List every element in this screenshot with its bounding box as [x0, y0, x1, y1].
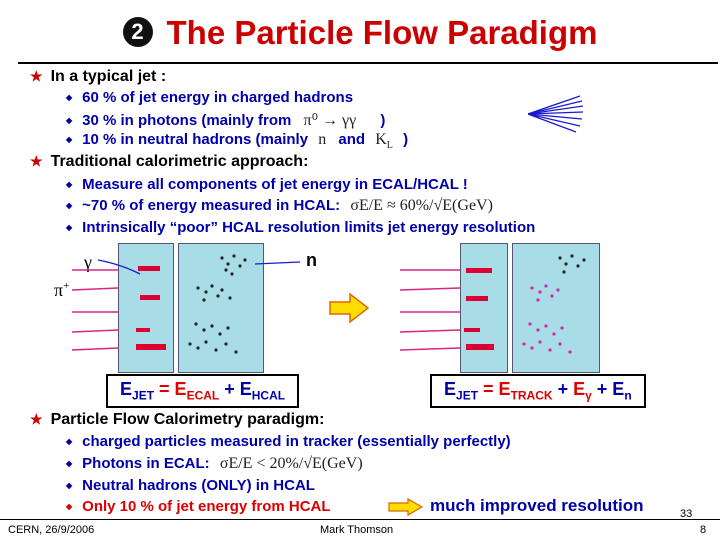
section1-item-3-and: and: [338, 131, 366, 148]
kaon-math: KL: [375, 131, 393, 152]
section3-item-4-text: Only 10 % of jet energy from HCAL: [82, 498, 331, 515]
section2-item-2: ◆ ~70 % of energy measured in HCAL: σE/E …: [66, 197, 493, 215]
ecal-panel-left: [118, 243, 174, 373]
section1-heading: ★ In a typical jet :: [30, 68, 166, 86]
slide-number: 33: [680, 508, 693, 520]
formula-traditional: EJET = EECAL + EHCAL: [106, 374, 300, 408]
title-divider: [18, 62, 718, 64]
jet-lines-icon: [528, 95, 584, 133]
pi0-decay-math: π⁰ → γγ: [303, 112, 357, 129]
section1-item-3-close: ): [403, 131, 409, 148]
section2-heading: ★ Traditional calorimetric approach:: [30, 153, 308, 171]
section3-heading: ★ Particle Flow Calorimetry paradigm:: [30, 411, 324, 429]
section3-item-1: ◆ charged particles measured in tracker (…: [66, 433, 511, 450]
neutron-math: n: [318, 131, 327, 148]
section2-item-1-text: Measure all components of jet energy in …: [82, 176, 468, 193]
section1-item-2-text: 30 % in photons (mainly from: [82, 112, 292, 129]
section1-item-3: ◆ 10 % in neutral hadrons (mainly n and K…: [66, 131, 408, 151]
section3-item-3-text: Neutral hadrons (ONLY) in HCAL: [82, 477, 315, 494]
title-number-badge: 2: [122, 17, 153, 47]
hcal-panel-right: [512, 243, 600, 373]
diamond-bullet-icon: ◆: [66, 116, 73, 125]
section3-item-2-text: Photons in ECAL:: [82, 455, 210, 472]
section1-item-3-text: 10 % in neutral hadrons (mainly: [82, 131, 309, 148]
section3-item-3: ◆ Neutral hadrons (ONLY) in HCAL: [66, 477, 315, 494]
hcal-panel-left: [178, 243, 264, 373]
section3-heading-text: Particle Flow Calorimetry paradigm:: [50, 411, 325, 428]
section3-item-2: ◆ Photons in ECAL: σE/E < 20%/√E(GeV): [66, 455, 363, 473]
section1-heading-text: In a typical jet :: [50, 68, 167, 85]
gamma-label: γ: [84, 252, 92, 272]
neutron-label: n: [306, 250, 317, 270]
section1-item-2-close: ): [380, 112, 386, 129]
footer-divider: [0, 519, 720, 520]
section2-item-3: ◆ Intrinsically “poor” HCAL resolution li…: [66, 219, 535, 236]
section1-item-1-text: 60 % of jet energy in charged hadrons: [82, 89, 354, 106]
diamond-bullet-icon: ◆: [66, 93, 73, 102]
diamond-bullet-icon: ◆: [66, 459, 73, 468]
diamond-bullet-icon: ◆: [66, 201, 73, 210]
star-bullet-icon: ★: [30, 68, 43, 84]
diamond-bullet-icon: ◆: [66, 437, 73, 446]
diamond-bullet-icon: ◆: [66, 180, 73, 189]
footer-center: Mark Thomson: [320, 524, 394, 536]
ecal-panel-right: [460, 243, 508, 373]
section2-item-2-text: ~70 % of energy measured in HCAL:: [82, 197, 341, 214]
diamond-bullet-icon: ◆: [66, 223, 73, 232]
section1-item-1: ◆ 60 % of jet energy in charged hadrons: [66, 89, 353, 106]
section2-item-3-text: Intrinsically “poor” HCAL resolution lim…: [82, 219, 536, 236]
diamond-bullet-icon: ◆: [66, 502, 73, 511]
conclusion-text: much improved resolution: [430, 496, 644, 515]
section3-item-1-text: charged particles measured in tracker (e…: [82, 433, 511, 450]
hcal-resolution-math: σE/E ≈ 60%/√E(GeV): [350, 197, 493, 214]
section1-item-2: ◆ 30 % in photons (mainly from π⁰ → γγ ): [66, 110, 385, 130]
particle-tracks-diagram: [71, 254, 586, 354]
star-bullet-icon: ★: [30, 153, 43, 169]
section2-item-1: ◆ Measure all components of jet energy in…: [66, 176, 468, 193]
transition-arrow-icon: [329, 292, 370, 324]
diamond-bullet-icon: ◆: [66, 481, 73, 490]
section2-heading-text: Traditional calorimetric approach:: [50, 153, 309, 170]
footer-left: CERN, 26/9/2006: [8, 524, 95, 536]
ecal-resolution-math: σE/E < 20%/√E(GeV): [219, 455, 363, 472]
title-text: The Particle Flow Paradigm: [166, 14, 598, 51]
footer-right: 8: [700, 524, 707, 536]
section3-item-4: ◆ Only 10 % of jet energy from HCAL: [66, 498, 331, 515]
star-bullet-icon: ★: [30, 411, 43, 427]
diamond-bullet-icon: ◆: [66, 135, 73, 144]
slide-title: 2 The Particle Flow Paradigm: [0, 14, 720, 52]
pion-label: π+: [54, 280, 70, 300]
formula-particle-flow: EJET = ETRACK + Eγ + En: [430, 374, 646, 408]
conclusion-arrow-icon: [388, 498, 424, 516]
